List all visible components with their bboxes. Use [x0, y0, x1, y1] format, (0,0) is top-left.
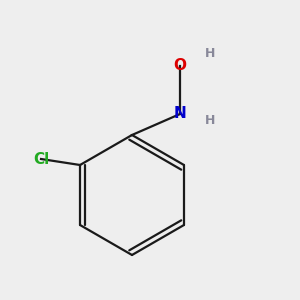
Text: H: H — [205, 113, 215, 127]
Text: N: N — [174, 106, 186, 122]
Text: H: H — [205, 47, 215, 61]
Text: O: O — [173, 58, 187, 74]
Text: Cl: Cl — [33, 152, 49, 166]
